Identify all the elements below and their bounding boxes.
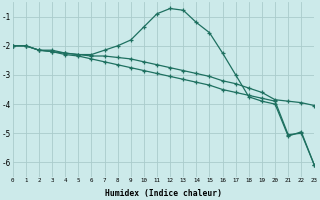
X-axis label: Humidex (Indice chaleur): Humidex (Indice chaleur) — [105, 189, 222, 198]
